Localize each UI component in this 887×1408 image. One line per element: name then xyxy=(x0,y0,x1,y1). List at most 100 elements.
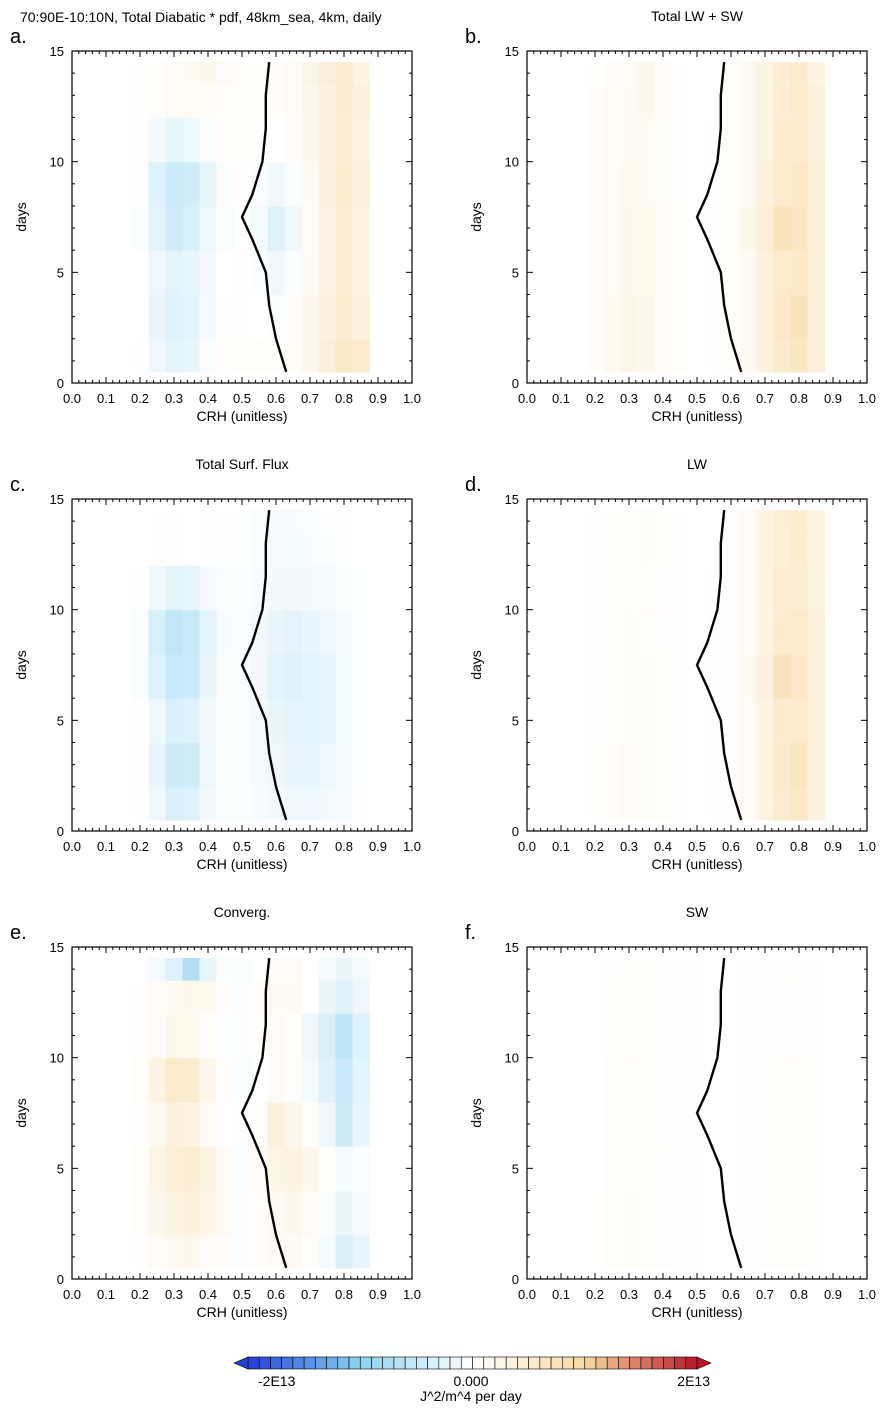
colorbar-box xyxy=(438,1356,451,1370)
heatmap-cell xyxy=(233,84,251,118)
x-tick-label: 0.4 xyxy=(199,391,217,406)
heatmap-cell xyxy=(148,1190,166,1236)
heatmap-cell xyxy=(182,698,200,743)
heatmap-cell xyxy=(250,609,268,655)
heatmap-cell xyxy=(654,294,672,340)
heatmap-cell xyxy=(335,205,353,251)
heatmap-cell xyxy=(790,161,808,207)
heatmap-cell xyxy=(603,117,621,163)
heatmap-cell xyxy=(301,250,319,295)
heatmap-cell xyxy=(284,698,302,743)
heatmap-cells xyxy=(586,510,825,821)
heatmap-cell xyxy=(722,786,740,821)
heatmap-cell xyxy=(233,1190,251,1236)
y-tick-label: 5 xyxy=(512,1161,519,1176)
x-tick-label: 0.8 xyxy=(790,1287,808,1302)
heatmap-cell xyxy=(688,786,706,821)
heatmap-cell xyxy=(705,786,723,821)
heatmap-cell xyxy=(688,294,706,340)
heatmap-cell xyxy=(790,653,808,699)
heatmap-cell xyxy=(284,84,302,118)
heatmap-cell xyxy=(216,980,234,1014)
heatmap-cell xyxy=(603,786,621,821)
heatmap-cell xyxy=(722,565,740,611)
heatmap-cell xyxy=(199,1057,217,1103)
heatmap-cell xyxy=(688,980,706,1014)
heatmap-cell xyxy=(722,742,740,788)
heatmap-cell xyxy=(688,62,706,85)
panel-title: Converg. xyxy=(214,904,271,920)
heatmap-cell xyxy=(637,609,655,655)
heatmap-cell xyxy=(165,250,183,295)
heatmap-cell xyxy=(131,117,149,163)
colorbar-box xyxy=(460,1356,473,1370)
heatmap-cell xyxy=(216,161,234,207)
heatmap-cell xyxy=(739,958,757,981)
heatmap-cell xyxy=(284,1190,302,1236)
heatmap-cell xyxy=(301,698,319,743)
heatmap-cell xyxy=(756,338,774,373)
heatmap-cell xyxy=(637,510,655,533)
heatmap-cell xyxy=(654,1234,672,1269)
heatmap-cell xyxy=(233,653,251,699)
x-axis-label: CRH (unitless) xyxy=(196,408,287,424)
heatmap-cell xyxy=(705,958,723,981)
heatmap-cell xyxy=(250,698,268,743)
heatmap-cell xyxy=(148,84,166,118)
heatmap-cell xyxy=(318,565,336,611)
heatmap-cell xyxy=(739,1190,757,1236)
heatmap-cell xyxy=(352,84,370,118)
y-axis-label: days xyxy=(13,1098,29,1128)
x-tick-label: 0.8 xyxy=(335,391,353,406)
heatmap-cell xyxy=(790,510,808,533)
heatmap-cell xyxy=(603,565,621,611)
heatmap-cell xyxy=(620,742,638,788)
colorbar-box xyxy=(663,1356,675,1370)
heatmap-cell xyxy=(148,1146,166,1191)
heatmap-cell xyxy=(671,1013,689,1059)
heatmap-cell xyxy=(671,338,689,373)
heatmap-cell xyxy=(637,1190,655,1236)
heatmap-cell xyxy=(603,294,621,340)
heatmap-cell xyxy=(216,609,234,655)
heatmap-cell xyxy=(620,62,638,85)
heatmap-cell xyxy=(603,653,621,699)
heatmap-cell xyxy=(148,1234,166,1269)
heatmap-cell xyxy=(637,338,655,373)
heatmap-cell xyxy=(654,1101,672,1147)
heatmap-cell xyxy=(756,1101,774,1147)
y-tick-label: 15 xyxy=(505,940,519,955)
heatmap-cell xyxy=(352,532,370,566)
x-tick-label: 0.4 xyxy=(199,839,217,854)
heatmap-cell xyxy=(586,565,604,611)
y-tick-label: 5 xyxy=(57,713,64,728)
heatmap-cell xyxy=(654,609,672,655)
heatmap-cell xyxy=(586,338,604,373)
heatmap-cell xyxy=(284,161,302,207)
colorbar-box xyxy=(337,1356,350,1370)
x-tick-label: 0.0 xyxy=(63,839,81,854)
heatmap-cell xyxy=(739,250,757,295)
heatmap-cell xyxy=(352,1234,370,1269)
heatmap-cell xyxy=(654,958,672,981)
heatmap-cell xyxy=(182,1146,200,1191)
heatmap-cell xyxy=(301,1013,319,1059)
heatmap-cell xyxy=(603,1013,621,1059)
heatmap-cell xyxy=(756,1234,774,1269)
heatmap-cell xyxy=(131,698,149,743)
heatmap-cell xyxy=(807,742,825,788)
heatmap-cell xyxy=(216,250,234,295)
heatmap-cell xyxy=(250,1234,268,1269)
heatmap-cell xyxy=(216,205,234,251)
heatmap-cell xyxy=(335,958,353,981)
heatmap-cell xyxy=(182,1101,200,1147)
y-tick-label: 10 xyxy=(50,1051,64,1066)
heatmap-cell xyxy=(335,294,353,340)
heatmap-cell xyxy=(148,980,166,1014)
heatmap-cell xyxy=(250,205,268,251)
x-tick-label: 0.2 xyxy=(586,839,604,854)
x-tick-label: 1.0 xyxy=(403,1287,421,1302)
heatmap-cell xyxy=(756,84,774,118)
colorbar-box xyxy=(427,1356,440,1370)
